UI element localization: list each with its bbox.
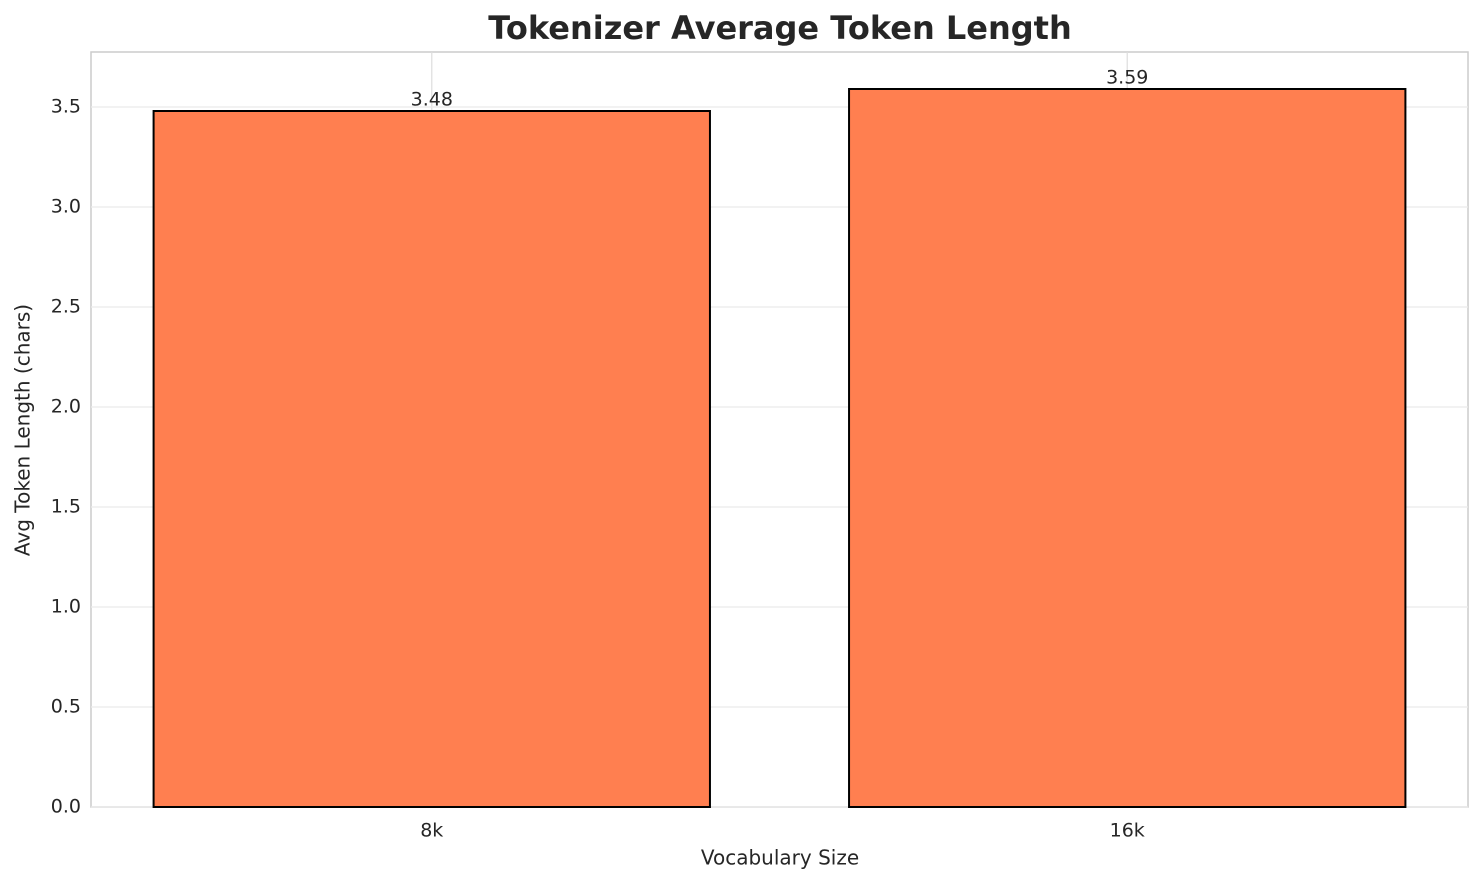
y-tick-label: 3.5: [51, 96, 81, 118]
y-tick-label: 1.0: [51, 596, 81, 618]
x-tick-label: 8k: [420, 820, 443, 842]
data-label: 3.48: [411, 89, 453, 111]
y-tick-label: 1.5: [51, 496, 81, 518]
x-tick-label: 16k: [1110, 820, 1145, 842]
y-tick-label: 2.5: [51, 296, 81, 318]
x-axis-label: Vocabulary Size: [701, 846, 859, 870]
y-tick-label: 0.5: [51, 696, 81, 718]
y-axis-label: Avg Token Length (chars): [11, 304, 35, 556]
bar: [848, 88, 1407, 808]
y-tick-label: 2.0: [51, 396, 81, 418]
bar: [152, 110, 711, 808]
y-tick-label: 0.0: [51, 796, 81, 818]
data-label: 3.59: [1106, 67, 1148, 89]
y-tick-label: 3.0: [51, 196, 81, 218]
chart-title: Tokenizer Average Token Length: [488, 9, 1071, 47]
